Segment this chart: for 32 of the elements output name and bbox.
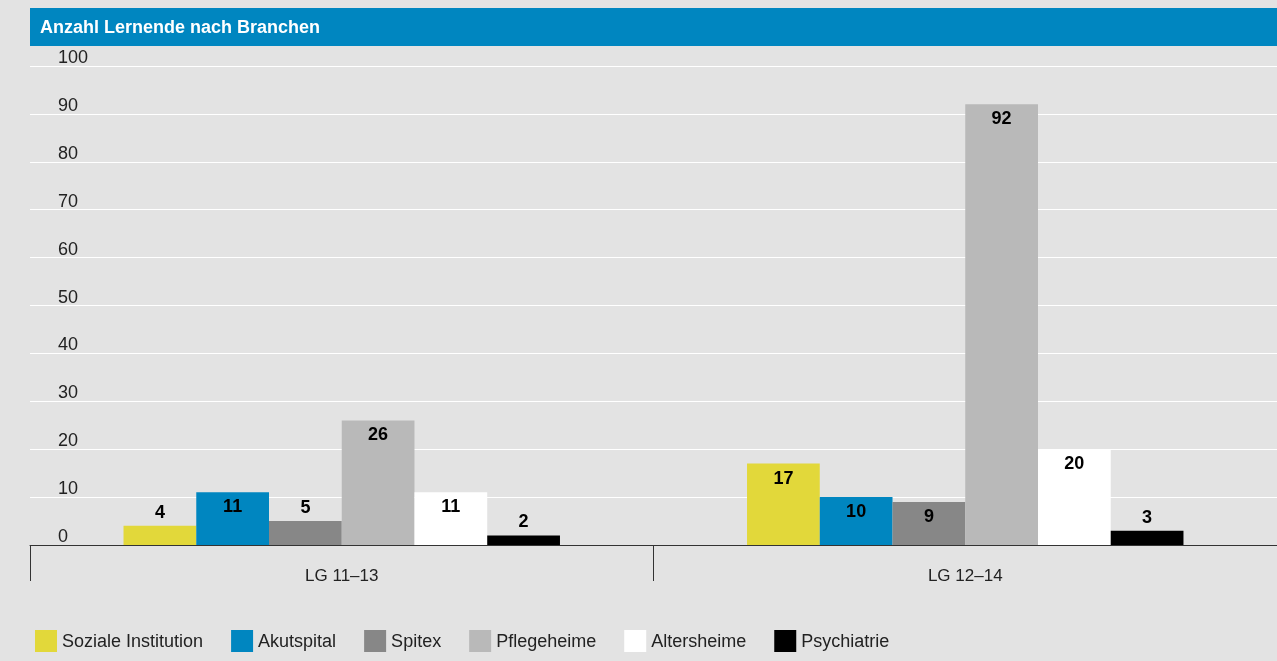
data-label: 11 (223, 496, 243, 517)
data-label: 26 (368, 424, 389, 445)
y-tick-label: 40 (58, 334, 79, 355)
data-label: 17 (773, 467, 794, 488)
y-tick-label: 0 (58, 526, 69, 546)
y-tick-label: 90 (58, 94, 79, 115)
y-tick-label: 50 (58, 286, 79, 307)
y-tick-label: 10 (58, 478, 79, 499)
legend-label: Spitex (391, 631, 442, 651)
data-label: 10 (846, 501, 867, 522)
data-label: 20 (1064, 453, 1085, 474)
y-tick-label: 20 (58, 430, 79, 451)
data-label: 3 (1142, 506, 1153, 527)
legend-label: Altersheime (651, 631, 747, 651)
y-tick-label: 100 (58, 47, 89, 67)
chart-title: Anzahl Lernende nach Branchen (30, 8, 1277, 46)
legend-label: Pflegeheime (496, 631, 597, 651)
y-tick-label: 70 (58, 190, 79, 211)
legend-label: Soziale Institution (62, 631, 204, 651)
data-label: 5 (300, 497, 311, 518)
data-label: 4 (154, 501, 165, 522)
legend-label: Psychiatrie (801, 631, 890, 651)
y-tick-label: 80 (58, 142, 79, 163)
data-label: 2 (518, 511, 529, 532)
data-label: 92 (991, 108, 1012, 129)
x-tick-label: LG 12–14 (927, 566, 1003, 585)
y-tick-label: 60 (58, 238, 79, 259)
x-tick-label: LG 11–13 (305, 566, 379, 585)
y-tick-label: 30 (58, 382, 79, 403)
data-label: 9 (923, 505, 934, 526)
data-label: 11 (441, 496, 461, 517)
legend-label: Akutspital (258, 631, 337, 651)
